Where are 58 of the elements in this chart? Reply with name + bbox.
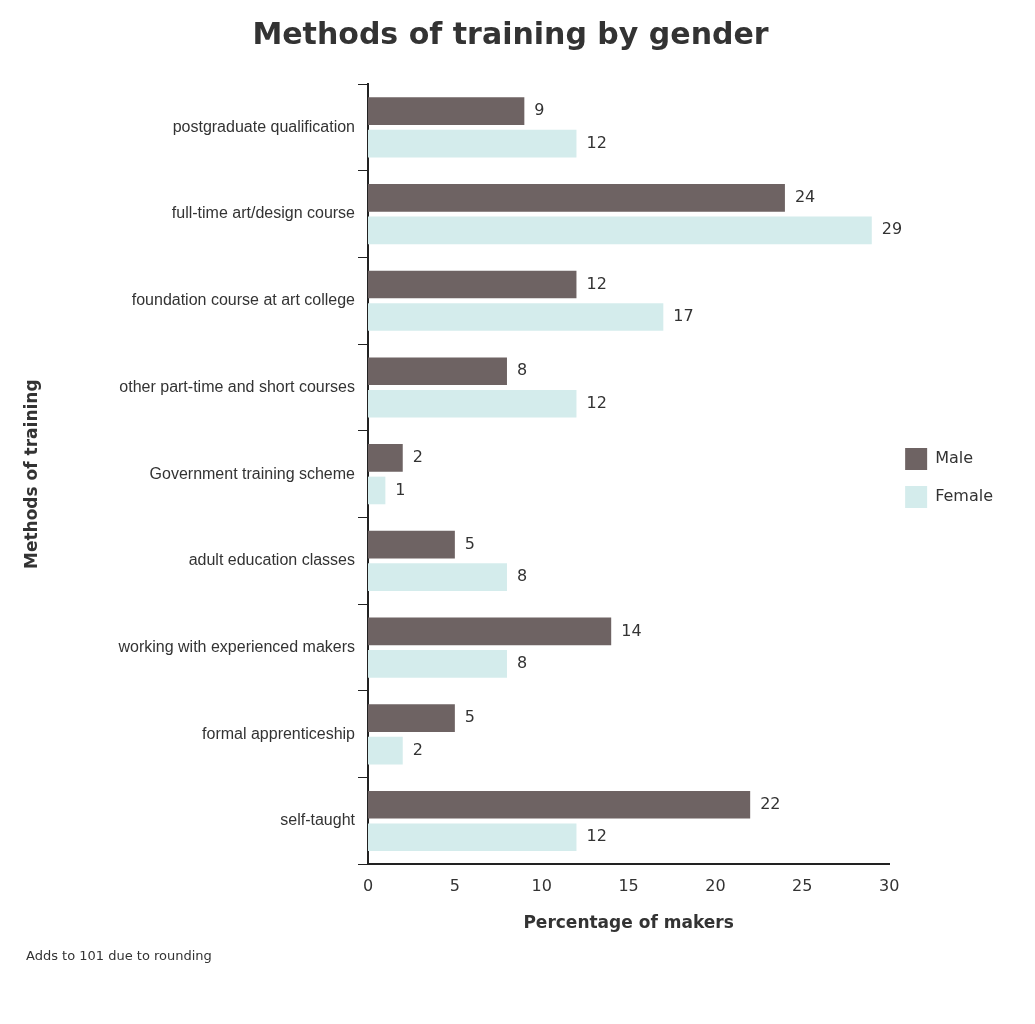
text: Adds to 101 due to rounding (25, 948, 213, 963)
bar (368, 563, 507, 591)
y-tick-label: adult education classes (188, 551, 355, 569)
data-label: 2 (412, 739, 423, 759)
x-tick-label: 5 (449, 876, 460, 896)
x-tick-label: 10 (531, 876, 552, 896)
bar (368, 530, 455, 559)
data-label: 24 (794, 186, 816, 206)
data-label: 2 (412, 447, 423, 467)
x-axis-title: Percentage of makers (523, 912, 734, 933)
bar (368, 183, 785, 212)
y-tick-label: working with experienced makers (117, 638, 355, 656)
bar (368, 476, 386, 505)
y-axis-title: Methods of training (20, 379, 41, 569)
chart-title: Methods of training by gender (252, 15, 769, 51)
data-label: 12 (586, 826, 607, 846)
bar (368, 270, 577, 299)
x-tick-label: 20 (705, 876, 726, 896)
data-label: 8 (516, 360, 528, 380)
data-label: 29 (881, 219, 903, 239)
data-label: 12 (586, 273, 607, 293)
x-tick-label: 25 (792, 876, 813, 896)
y-tick-label: formal apprenticeship (202, 724, 356, 742)
legend-label: Male (935, 448, 974, 468)
data-label: 17 (673, 306, 694, 326)
x-tick-label: 15 (618, 876, 639, 896)
y-tick-label: Government training scheme (149, 464, 356, 482)
bar (368, 736, 403, 765)
bar (368, 650, 507, 678)
bar (368, 357, 507, 386)
bar (368, 823, 577, 852)
bar (368, 790, 751, 819)
y-tick-label: self-taught (280, 811, 356, 829)
bar (368, 389, 577, 418)
bar (368, 303, 664, 331)
data-label: 22 (760, 793, 781, 813)
data-label: 14 (621, 620, 642, 640)
data-label: 5 (464, 707, 476, 727)
bar (368, 617, 612, 646)
y-tick-label: foundation course at art college (131, 291, 356, 309)
y-tick-label: full-time art/design course (171, 204, 356, 222)
data-label: 12 (586, 132, 607, 152)
data-label: 12 (586, 392, 607, 412)
legend-label: Female (935, 486, 994, 506)
bar (368, 216, 872, 245)
data-label: 8 (516, 653, 528, 673)
data-label: 5 (464, 533, 476, 553)
x-tick-label: 30 (878, 876, 900, 896)
data-label: 9 (534, 100, 545, 120)
y-tick-label: other part-time and short courses (119, 377, 355, 395)
data-label: 1 (395, 479, 406, 499)
y-tick-label: postgraduate qualification (172, 117, 355, 135)
bar (368, 129, 577, 158)
bar (368, 97, 525, 125)
bar (368, 704, 455, 732)
data-label: 8 (516, 566, 528, 586)
bar (368, 444, 403, 472)
x-tick-label: 0 (362, 876, 374, 896)
